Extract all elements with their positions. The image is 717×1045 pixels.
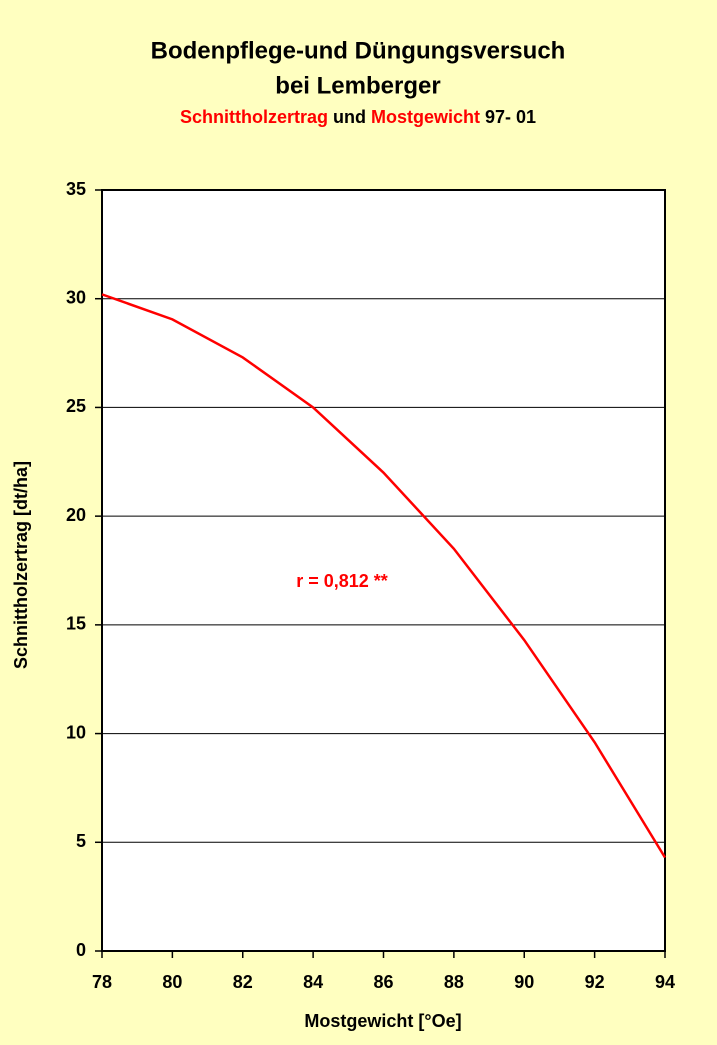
chart-subtitle: Schnittholzertrag und Mostgewicht 97- 01	[180, 107, 536, 127]
chart-title: Bodenpflege-und Düngungsversuch	[151, 37, 566, 64]
y-tick-label: 30	[66, 287, 86, 307]
x-tick-label: 92	[585, 972, 605, 992]
chart-title: bei Lemberger	[275, 72, 440, 99]
subtitle-part: und	[333, 107, 366, 127]
x-tick-label: 78	[92, 972, 112, 992]
line	[101, 293, 667, 859]
y-tick-label: 20	[66, 505, 86, 525]
annotation: r = 0,812 **	[296, 571, 388, 591]
y-tick-label: 15	[66, 614, 86, 634]
subtitle-part: Mostgewicht	[371, 107, 480, 127]
y-tick-label: 25	[66, 396, 86, 416]
x-tick-label: 90	[514, 972, 534, 992]
plot-area	[102, 190, 665, 951]
y-tick-label: 35	[66, 179, 86, 199]
subtitle-part: Schnittholzertrag	[180, 107, 328, 127]
x-tick-label: 88	[444, 972, 464, 992]
y-tick-label: 10	[66, 722, 86, 742]
plot-border	[101, 189, 666, 952]
x-tick-label: 80	[162, 972, 182, 992]
x-tick-label: 86	[373, 972, 393, 992]
subtitle-part: 97- 01	[485, 107, 536, 127]
x-tick-label: 84	[303, 972, 323, 992]
y-axis-title: Schnittholzertrag [dt/ha]	[11, 461, 31, 669]
x-tick-label: 94	[655, 972, 675, 992]
y-tick-label: 0	[76, 940, 86, 960]
y-tick-label: 5	[76, 831, 86, 851]
x-axis-title: Mostgewicht [°Oe]	[304, 1011, 461, 1031]
x-tick-label: 82	[233, 972, 253, 992]
